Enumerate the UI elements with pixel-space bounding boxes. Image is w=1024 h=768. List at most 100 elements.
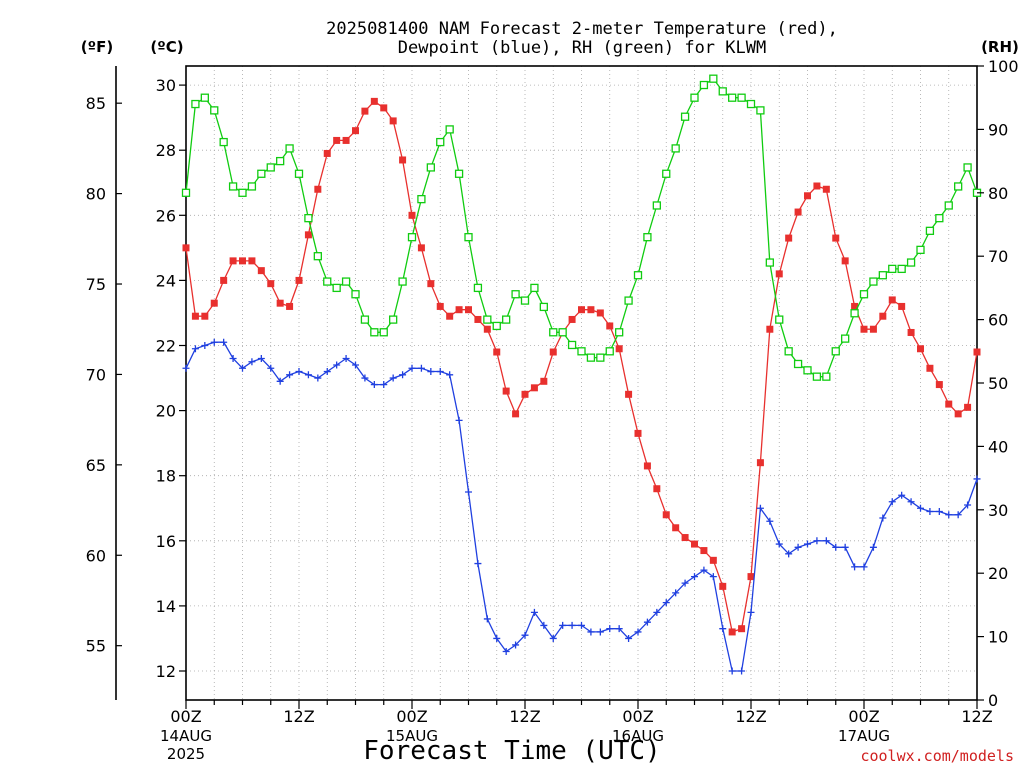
rh-point (370, 328, 379, 337)
rh-point (728, 93, 737, 102)
temperature-point (295, 276, 303, 284)
temperature-point (973, 348, 981, 356)
rh-point (577, 347, 586, 356)
dewpoint-point (738, 667, 746, 675)
temperature-point (898, 302, 906, 310)
dewpoint-point (257, 355, 265, 363)
temperature-point (945, 400, 953, 408)
rh-point (718, 87, 727, 96)
x-tick-label: 00Z (848, 707, 879, 726)
temperature-point (474, 315, 482, 323)
dewpoint-point (822, 537, 830, 545)
dewpoint-point (286, 371, 294, 379)
temperature-point (804, 192, 811, 200)
celsius-tick-label: 28 (156, 141, 176, 160)
temperature-point (455, 306, 463, 314)
fahrenheit-unit-label: (ºF) (81, 38, 113, 56)
rh-point (417, 194, 426, 204)
rh-point (313, 252, 322, 261)
rh-point (191, 99, 200, 109)
temperature-point (841, 257, 849, 265)
rh-point (925, 226, 935, 235)
dewpoint-point (709, 573, 717, 581)
rh-point (238, 188, 247, 197)
temperature-point (493, 348, 501, 356)
temperature-point (370, 97, 378, 105)
rh-point (765, 258, 774, 267)
rh-point (285, 144, 294, 153)
temperature-point (323, 149, 331, 157)
x-year-label: 2025 (167, 745, 205, 763)
temperature-point (389, 117, 397, 125)
rh-point (294, 169, 304, 178)
rh-point (869, 277, 878, 286)
temperature-point (653, 485, 661, 493)
rh-point (812, 372, 822, 381)
dewpoint-point (267, 364, 275, 372)
temperature-point (521, 390, 529, 398)
dewpoint-point (606, 625, 614, 633)
temperature-point (813, 182, 821, 190)
temperature-point (775, 270, 783, 278)
dewpoint-point (935, 508, 943, 516)
temperature-point (672, 524, 680, 532)
x-axis-label: Forecast Time (UTC) (363, 736, 660, 766)
dewpoint-point (427, 368, 435, 376)
dewpoint-point (474, 560, 482, 568)
rh-point (916, 245, 925, 255)
dewpoint-point (625, 634, 633, 642)
temperature-point (860, 325, 868, 333)
rh-point (944, 201, 953, 210)
rh-point (850, 309, 859, 318)
rh-line (185, 77, 978, 378)
dewpoint-point (370, 381, 378, 389)
dewpoint-point (973, 475, 981, 483)
celsius-tick-label: 30 (156, 76, 176, 95)
rh-point (407, 233, 417, 242)
temperature-point (512, 410, 520, 418)
rh-point (181, 188, 191, 197)
rh-point (652, 201, 661, 210)
rh-point (483, 315, 492, 324)
temperature-point (578, 306, 585, 314)
rh-point (567, 340, 577, 350)
temperature-point (662, 511, 670, 519)
dewpoint-point (446, 371, 454, 379)
dewpoint-point (540, 621, 548, 629)
rh-point (464, 233, 473, 242)
temperature-point (361, 107, 369, 115)
temperature-point (267, 280, 275, 288)
dewpoint-point (841, 543, 849, 551)
dewpoint-point (879, 514, 887, 522)
dewpoint-point (436, 368, 444, 376)
x-tick-label: 12Z (961, 707, 992, 726)
rh-tick-label: 50 (988, 374, 1008, 393)
x-date-label: 14AUG (160, 727, 212, 745)
dewpoint-point (945, 511, 953, 519)
rh-point (596, 353, 605, 362)
celsius-tick-label: 14 (156, 597, 176, 616)
dewpoint-point (408, 364, 416, 372)
dewpoint-point (907, 498, 915, 506)
dewpoint-point (851, 563, 859, 571)
rh-point (605, 347, 614, 356)
temperature-point (380, 104, 388, 112)
rh-point (662, 169, 671, 178)
dewpoint-point (728, 667, 736, 675)
dewpoint-point (691, 573, 698, 581)
rh-point (379, 328, 388, 337)
temperature-point (342, 136, 350, 144)
temperature-point (935, 381, 943, 389)
rh-point (775, 315, 784, 324)
temperature-point (691, 540, 698, 548)
rh-point (709, 74, 718, 83)
temperature-point (399, 156, 407, 164)
dewpoint-point (643, 618, 651, 626)
temperature-point (756, 459, 764, 467)
x-date-label: 15AUG (386, 727, 438, 745)
temperature-point (239, 257, 246, 265)
temperature-point (615, 345, 623, 353)
rh-point (803, 366, 812, 375)
rh-point (784, 347, 793, 356)
temperature-point (248, 257, 256, 265)
